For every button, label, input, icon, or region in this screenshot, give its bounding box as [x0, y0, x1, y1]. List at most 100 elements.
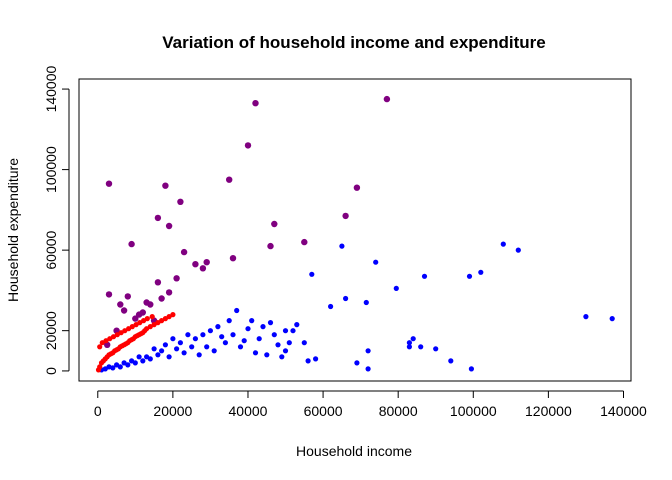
- data-point: [354, 185, 360, 191]
- data-point: [140, 309, 146, 315]
- data-point: [178, 340, 183, 345]
- y-tick-label: 100000: [43, 146, 59, 193]
- data-point: [422, 274, 427, 279]
- data-point: [144, 354, 149, 359]
- data-point: [226, 177, 232, 183]
- data-point: [132, 315, 138, 321]
- data-point: [294, 322, 299, 327]
- data-point: [384, 96, 390, 102]
- data-point: [189, 344, 194, 349]
- data-point: [328, 304, 333, 309]
- data-point: [478, 270, 483, 275]
- x-tick-label: 20000: [153, 403, 192, 419]
- data-point: [242, 338, 247, 343]
- data-point: [287, 340, 292, 345]
- chart-title: Variation of household income and expend…: [162, 33, 546, 52]
- data-point: [227, 318, 232, 323]
- data-point: [162, 183, 168, 189]
- data-point: [121, 307, 127, 313]
- data-point: [197, 352, 202, 357]
- y-axis-label: Household expenditure: [5, 158, 21, 302]
- data-point: [279, 354, 284, 359]
- data-point: [155, 279, 161, 285]
- data-point: [212, 348, 217, 353]
- data-point: [155, 352, 160, 357]
- data-point: [230, 332, 235, 337]
- data-point: [501, 242, 506, 247]
- data-point: [290, 328, 295, 333]
- data-point: [137, 354, 142, 359]
- data-point: [252, 100, 258, 106]
- x-tick-label: 140000: [600, 403, 647, 419]
- data-point: [467, 274, 472, 279]
- data-point: [106, 291, 112, 297]
- data-point: [264, 352, 269, 357]
- data-point: [193, 336, 198, 341]
- data-point: [249, 318, 254, 323]
- data-point: [283, 328, 288, 333]
- data-point: [173, 275, 179, 281]
- data-point: [271, 221, 277, 227]
- data-point: [283, 348, 288, 353]
- data-point: [145, 316, 150, 321]
- data-point: [260, 324, 265, 329]
- data-point: [268, 320, 273, 325]
- data-point: [200, 332, 205, 337]
- data-point: [267, 243, 273, 249]
- data-point: [215, 324, 220, 329]
- data-point: [275, 342, 280, 347]
- data-point: [253, 350, 258, 355]
- data-point: [129, 358, 134, 363]
- data-point: [122, 360, 127, 365]
- data-point: [234, 308, 239, 313]
- data-point: [204, 259, 210, 265]
- data-point: [407, 340, 412, 345]
- data-point: [272, 332, 277, 337]
- data-point: [185, 332, 190, 337]
- data-point: [394, 286, 399, 291]
- data-point: [177, 199, 183, 205]
- data-point: [306, 358, 311, 363]
- data-point: [192, 261, 198, 267]
- y-tick-label: 140000: [43, 65, 59, 112]
- data-point: [182, 350, 187, 355]
- data-point: [339, 244, 344, 249]
- data-point: [373, 260, 378, 265]
- data-point: [342, 213, 348, 219]
- data-point: [448, 358, 453, 363]
- x-tick-label: 40000: [229, 403, 268, 419]
- data-point: [313, 356, 318, 361]
- data-point: [354, 360, 359, 365]
- data-point: [167, 354, 172, 359]
- data-point: [238, 344, 243, 349]
- data-point: [418, 344, 423, 349]
- data-point: [200, 265, 206, 271]
- data-point: [155, 215, 161, 221]
- data-point: [170, 312, 175, 317]
- data-point: [106, 181, 112, 187]
- x-tick-label: 100000: [450, 403, 497, 419]
- data-point: [366, 366, 371, 371]
- data-point: [166, 289, 172, 295]
- data-point: [343, 296, 348, 301]
- data-point: [152, 346, 157, 351]
- data-point: [158, 295, 164, 301]
- data-point: [125, 293, 131, 299]
- data-point: [117, 301, 123, 307]
- data-point: [143, 299, 149, 305]
- data-point: [174, 346, 179, 351]
- x-tick-label: 120000: [525, 403, 572, 419]
- x-axis-label: Household income: [296, 443, 412, 459]
- data-point: [364, 300, 369, 305]
- data-point: [516, 248, 521, 253]
- data-point: [366, 348, 371, 353]
- y-axis: 0 20000 60000 100000 140000: [43, 65, 69, 374]
- data-point: [245, 326, 250, 331]
- data-point: [583, 314, 588, 319]
- x-tick-label: 80000: [379, 403, 418, 419]
- y-tick-label: 0: [43, 367, 59, 375]
- data-point: [140, 358, 145, 363]
- data-point: [181, 249, 187, 255]
- data-point: [469, 366, 474, 371]
